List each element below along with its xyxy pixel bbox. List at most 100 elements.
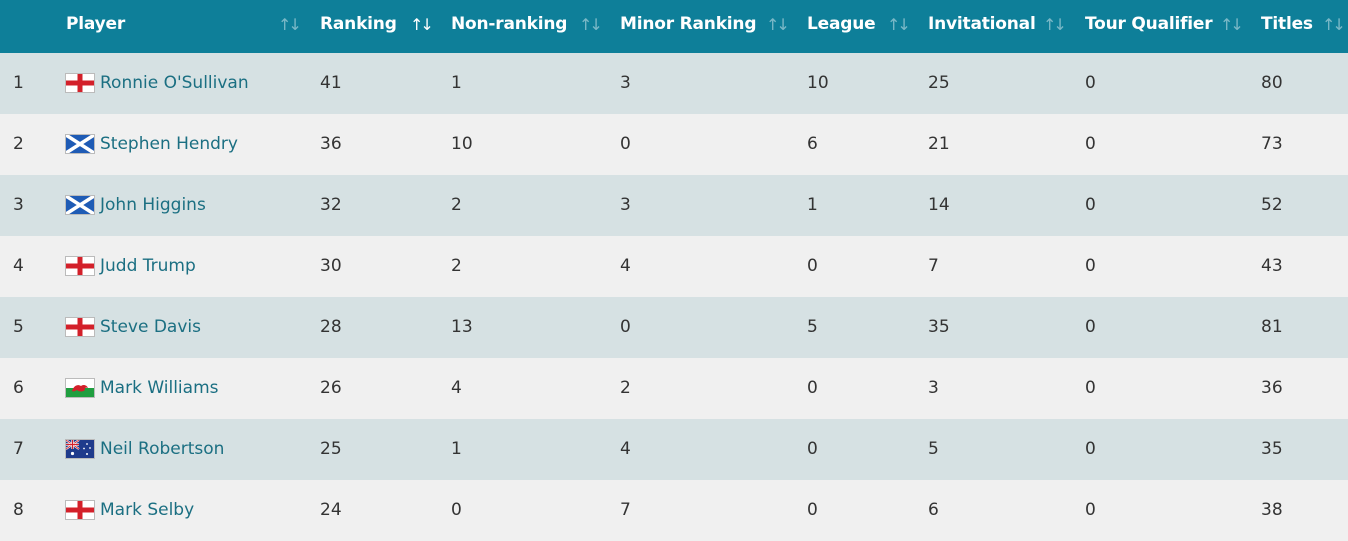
england-flag-icon — [66, 318, 94, 336]
table-row: 4 30 2 4 0 7 0 43 Judd Trump — [0, 236, 1348, 297]
minor-ranking-cell: 3 — [620, 73, 631, 93]
player-cell: Steve Davis — [66, 317, 201, 337]
header-player[interactable]: Player — [66, 14, 126, 34]
header-league[interactable]: League — [807, 14, 876, 34]
table-row: 2 36 10 0 6 21 0 73 Stephen Hendry — [0, 114, 1348, 175]
england-flag-icon — [66, 74, 94, 92]
header-minor-ranking[interactable]: Minor Ranking — [620, 14, 757, 34]
sort-icon[interactable]: ↑↓ — [278, 15, 302, 34]
tour-qualifier-cell: 0 — [1085, 317, 1096, 337]
non-ranking-cell: 2 — [451, 256, 462, 276]
header-invitational[interactable]: Invitational — [928, 14, 1036, 34]
scotland-flag-icon — [66, 196, 94, 214]
tour-qualifier-cell: 0 — [1085, 378, 1096, 398]
ranking-cell: 28 — [320, 317, 342, 337]
position-cell: 7 — [13, 439, 24, 459]
minor-ranking-cell: 4 — [620, 256, 631, 276]
titles-cell: 80 — [1261, 73, 1283, 93]
minor-ranking-cell: 2 — [620, 378, 631, 398]
sort-icon[interactable]: ↑↓ — [1043, 15, 1067, 34]
header-tour-qualifier[interactable]: Tour Qualifier — [1085, 14, 1213, 34]
minor-ranking-cell: 0 — [620, 134, 631, 154]
invitational-cell: 14 — [928, 195, 950, 215]
player-cell: Mark Selby — [66, 500, 194, 520]
tour-qualifier-cell: 0 — [1085, 73, 1096, 93]
australia-flag-icon — [66, 440, 94, 458]
invitational-cell: 6 — [928, 500, 939, 520]
league-cell: 0 — [807, 256, 818, 276]
non-ranking-cell: 13 — [451, 317, 473, 337]
player-cell: John Higgins — [66, 195, 206, 215]
ranking-cell: 26 — [320, 378, 342, 398]
table-row: 6 26 4 2 0 3 0 36 Mark Williams — [0, 358, 1348, 419]
invitational-cell: 21 — [928, 134, 950, 154]
league-cell: 0 — [807, 500, 818, 520]
invitational-cell: 25 — [928, 73, 950, 93]
non-ranking-cell: 1 — [451, 439, 462, 459]
player-link[interactable]: Steve Davis — [100, 317, 201, 337]
invitational-cell: 7 — [928, 256, 939, 276]
player-link[interactable]: Ronnie O'Sullivan — [100, 73, 249, 93]
minor-ranking-cell: 7 — [620, 500, 631, 520]
ranking-cell: 30 — [320, 256, 342, 276]
player-link[interactable]: Mark Williams — [100, 378, 219, 398]
position-cell: 4 — [13, 256, 24, 276]
position-cell: 6 — [13, 378, 24, 398]
ranking-cell: 36 — [320, 134, 342, 154]
player-cell: Mark Williams — [66, 378, 219, 398]
sort-icon[interactable]: ↑↓ — [766, 15, 790, 34]
header-non-ranking[interactable]: Non-ranking — [451, 14, 568, 34]
minor-ranking-cell: 0 — [620, 317, 631, 337]
wales-flag-icon — [66, 379, 94, 397]
position-cell: 8 — [13, 500, 24, 520]
sort-icon[interactable]: ↑↓ — [579, 15, 603, 34]
non-ranking-cell: 1 — [451, 73, 462, 93]
player-link[interactable]: Judd Trump — [100, 256, 196, 276]
player-cell: Judd Trump — [66, 256, 196, 276]
titles-cell: 81 — [1261, 317, 1283, 337]
position-cell: 5 — [13, 317, 24, 337]
ranking-cell: 32 — [320, 195, 342, 215]
header-ranking[interactable]: Ranking — [320, 14, 397, 34]
invitational-cell: 35 — [928, 317, 950, 337]
ranking-cell: 25 — [320, 439, 342, 459]
league-cell: 0 — [807, 378, 818, 398]
tour-qualifier-cell: 0 — [1085, 439, 1096, 459]
league-cell: 5 — [807, 317, 818, 337]
titles-cell: 73 — [1261, 134, 1283, 154]
tour-qualifier-cell: 0 — [1085, 195, 1096, 215]
table-body: 1 41 1 3 10 25 0 80 Ronnie O'Sullivan 2 36 10 0 6 21 0 7… — [0, 53, 1348, 541]
table-row: 5 28 13 0 5 35 0 81 Steve Davis — [0, 297, 1348, 358]
titles-cell: 43 — [1261, 256, 1283, 276]
titles-cell: 35 — [1261, 439, 1283, 459]
invitational-cell: 3 — [928, 378, 939, 398]
league-cell: 6 — [807, 134, 818, 154]
table-row: 3 32 2 3 1 14 0 52 John Higgins — [0, 175, 1348, 236]
player-link[interactable]: Neil Robertson — [100, 439, 225, 459]
player-link[interactable]: Stephen Hendry — [100, 134, 238, 154]
ranking-cell: 24 — [320, 500, 342, 520]
minor-ranking-cell: 4 — [620, 439, 631, 459]
player-link[interactable]: Mark Selby — [100, 500, 195, 520]
non-ranking-cell: 4 — [451, 378, 462, 398]
non-ranking-cell: 2 — [451, 195, 462, 215]
non-ranking-cell: 0 — [451, 500, 462, 520]
sort-icon[interactable]: ↑↓ — [887, 15, 911, 34]
position-cell: 1 — [13, 73, 24, 93]
sort-icon[interactable]: ↑↓ — [1322, 15, 1346, 34]
sort-icon[interactable]: ↑↓ — [1220, 15, 1244, 34]
table-row: 1 41 1 3 10 25 0 80 Ronnie O'Sullivan — [0, 53, 1348, 114]
scotland-flag-icon — [66, 135, 94, 153]
player-cell: Stephen Hendry — [66, 134, 238, 154]
header-titles[interactable]: Titles — [1261, 14, 1313, 34]
position-cell: 2 — [13, 134, 24, 154]
titles-cell: 38 — [1261, 500, 1283, 520]
table-row: 7 25 1 4 0 5 0 35 Neil Robertson — [0, 419, 1348, 480]
player-cell: Ronnie O'Sullivan — [66, 73, 249, 93]
player-link[interactable]: John Higgins — [100, 195, 206, 215]
minor-ranking-cell: 3 — [620, 195, 631, 215]
titles-cell: 36 — [1261, 378, 1283, 398]
tour-qualifier-cell: 0 — [1085, 134, 1096, 154]
sort-icon[interactable]: ↑↓ — [410, 15, 434, 34]
